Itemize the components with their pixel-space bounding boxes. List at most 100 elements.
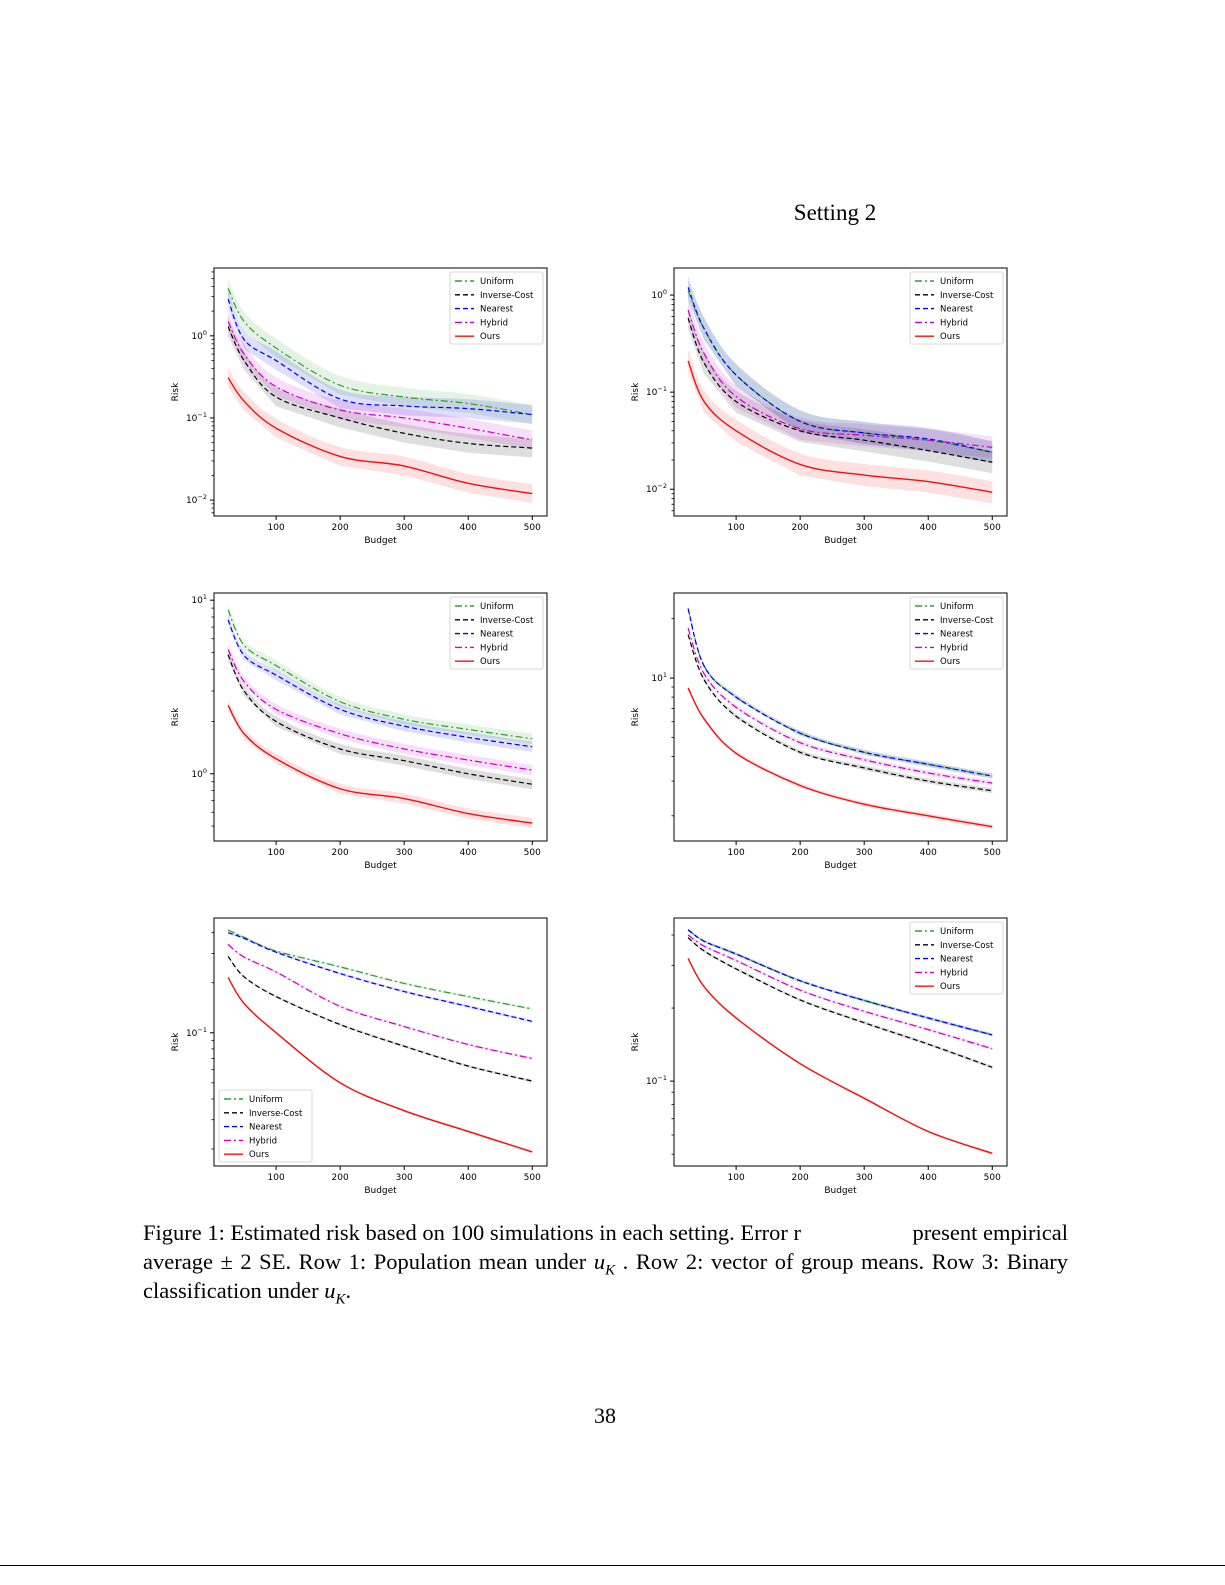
error-band-uniform [228, 928, 533, 1011]
y-axis-label: Risk [171, 382, 181, 401]
series-line-nearest [687, 608, 993, 777]
series-line-inverse-cost [687, 634, 993, 792]
caption-line-1: Figure 1: Estimated risk based on 100 si… [143, 1219, 1068, 1247]
legend-label-ours: Ours [480, 657, 501, 667]
plot-area [687, 276, 993, 504]
setting-title: Setting 2 [793, 200, 877, 225]
series-line-inverse-cost [227, 326, 533, 449]
legend-box [449, 271, 544, 345]
x-tick-label: 100 [728, 1173, 745, 1183]
error-band-uniform [688, 928, 993, 1037]
axes-frame [673, 592, 1008, 842]
x-tick-label: 400 [460, 1173, 477, 1183]
x-tick-label: 200 [792, 1173, 809, 1183]
x-tick-label: 100 [268, 523, 285, 533]
legend-box [449, 596, 544, 670]
error-band-hybrid [228, 644, 533, 776]
x-tick-label: 400 [460, 523, 477, 533]
series-line-inverse-cost [687, 317, 993, 463]
legend-label-nearest: Nearest [940, 630, 974, 640]
plot-area [687, 928, 993, 1155]
legend-label-ours: Ours [249, 1150, 270, 1160]
series-line-ours [227, 704, 533, 824]
legend-label-uniform: Uniform [940, 927, 974, 937]
x-axis-label: Budget [824, 1186, 857, 1196]
error-band-hybrid [688, 933, 993, 1051]
series-line-uniform [687, 608, 993, 777]
x-tick-label: 100 [268, 1173, 285, 1183]
series-line-ours [687, 687, 993, 828]
y-tick-label: 10−2 [646, 482, 667, 495]
legend-label-inverse-cost: Inverse-Cost [480, 616, 534, 626]
x-tick-label: 400 [920, 523, 937, 533]
error-band-nearest [228, 289, 533, 424]
series-line-nearest [687, 929, 993, 1036]
error-band-uniform [228, 604, 533, 744]
legend-label-uniform: Uniform [249, 1095, 283, 1105]
legend-label-ours: Ours [940, 332, 961, 342]
x-tick-label: 300 [396, 523, 413, 533]
x-axis-label: Budget [824, 861, 857, 871]
x-tick-label: 200 [332, 848, 349, 858]
x-tick-label: 500 [524, 523, 541, 533]
chart-2: 100 200 300 400 500 100 10−1 10−2 Budget Risk Unif… [631, 267, 1008, 546]
y-tick-label: 100 [651, 288, 667, 301]
error-band-inverse-cost [688, 632, 993, 794]
x-tick-label: 500 [984, 523, 1001, 533]
legend-label-uniform: Uniform [940, 277, 974, 287]
plot-area [227, 604, 533, 829]
y-tick-label: 101 [191, 593, 207, 606]
x-axis-label: Budget [364, 861, 397, 871]
error-band-inverse-cost [228, 649, 533, 790]
x-tick-label: 500 [984, 848, 1001, 858]
legend-box [218, 1089, 313, 1163]
legend-label-nearest: Nearest [940, 955, 974, 965]
y-tick-label: 100 [191, 329, 207, 342]
legend-box [909, 271, 1004, 345]
math-u-k: uK [324, 1278, 345, 1308]
legend-label-inverse-cost: Inverse-Cost [480, 291, 534, 301]
legend: Uniform Inverse-Cost Nearest Hybrid Ours [909, 921, 1004, 995]
x-axis-label: Budget [824, 536, 857, 546]
series-line-uniform [227, 287, 533, 416]
x-axis-label: Budget [364, 1186, 397, 1196]
x-tick-label: 300 [856, 1173, 873, 1183]
y-tick-label: 101 [651, 671, 667, 684]
error-band-nearest [228, 614, 533, 752]
axes-frame [673, 917, 1008, 1167]
plot-area [687, 606, 993, 830]
caption-text: Figure 1: Estimated risk based on 100 si… [143, 1220, 802, 1245]
legend-label-nearest: Nearest [249, 1123, 283, 1133]
error-band-hybrid [688, 625, 993, 786]
x-tick-label: 300 [396, 848, 413, 858]
x-tick-label: 200 [332, 1173, 349, 1183]
legend-box [909, 921, 1004, 995]
x-tick-label: 200 [332, 523, 349, 533]
series-line-hybrid [687, 934, 993, 1050]
legend-label-nearest: Nearest [480, 630, 514, 640]
y-axis-label: Risk [171, 707, 181, 726]
y-axis-label: Risk [631, 382, 641, 401]
caption-line-2: average ± 2 SE. Row 1: Population mean u… [143, 1248, 1068, 1285]
series-line-hybrid [227, 943, 533, 1060]
legend: Uniform Inverse-Cost Nearest Hybrid Ours [218, 1089, 313, 1163]
error-band-nearest [228, 931, 533, 1023]
x-tick-label: 200 [792, 523, 809, 533]
series-line-uniform [227, 929, 533, 1010]
legend-label-inverse-cost: Inverse-Cost [940, 941, 994, 951]
caption-text: classification under [143, 1278, 319, 1303]
series-line-inverse-cost [227, 956, 533, 1082]
series-line-hybrid [687, 309, 993, 448]
error-band-ours [228, 700, 533, 829]
plot-area [227, 928, 533, 1154]
legend-label-hybrid: Hybrid [940, 968, 968, 978]
x-tick-label: 300 [396, 1173, 413, 1183]
x-axis-label: Budget [364, 536, 397, 546]
legend-label-hybrid: Hybrid [480, 318, 508, 328]
axes-frame [213, 267, 548, 517]
axes-frame [213, 592, 548, 842]
legend-label-ours: Ours [940, 657, 961, 667]
legend-label-ours: Ours [940, 982, 961, 992]
page-number: 38 [594, 1403, 616, 1428]
legend: Uniform Inverse-Cost Nearest Hybrid Ours [909, 596, 1004, 670]
